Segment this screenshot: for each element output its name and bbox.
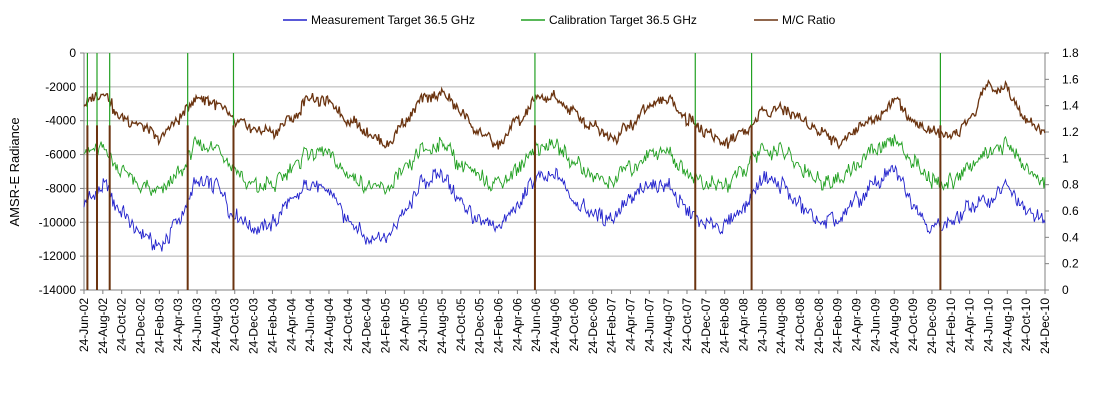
x-tick-label: 24-Jun-03 — [190, 298, 204, 352]
x-tick-label: 24-Apr-04 — [284, 298, 298, 352]
series-line-1 — [83, 134, 1046, 196]
x-tick-label: 24-Oct-02 — [115, 298, 129, 352]
x-tick-label: 24-Aug-10 — [1000, 298, 1014, 354]
y-tick-label: -4000 — [45, 114, 76, 128]
x-tick-label: 24-Apr-09 — [850, 298, 864, 352]
x-tick-label: 24-Aug-07 — [661, 298, 675, 354]
x-tick-label: 24-Dec-03 — [247, 298, 261, 354]
y2-tick-label: 0.8 — [1062, 178, 1079, 192]
y2-tick-label: 1.8 — [1062, 46, 1079, 60]
x-tick-label: 24-Jun-04 — [303, 298, 317, 352]
x-tick-label: 24-Jun-09 — [868, 298, 882, 352]
x-tick-label: 24-Aug-03 — [209, 298, 223, 354]
x-tick-label: 24-Apr-07 — [623, 298, 637, 352]
x-tick-label: 24-Oct-09 — [906, 298, 920, 352]
x-tick-label: 24-Feb-03 — [152, 298, 166, 354]
x-tick-label: 24-Aug-09 — [887, 298, 901, 354]
y-tick-label: -14000 — [39, 283, 77, 297]
left-axis: 0 -2000 -4000 -6000 -8000 -10000 -12000 -14000 — [39, 46, 84, 297]
y-tick-label: -10000 — [39, 215, 77, 229]
x-tick-label: 24-Feb-04 — [265, 298, 279, 354]
x-tick-label: 24-Oct-06 — [567, 298, 581, 352]
y2-tick-label: 0.6 — [1062, 204, 1079, 218]
y2-tick-label: 0 — [1062, 283, 1069, 297]
legend-label: Calibration Target 36.5 GHz — [549, 13, 697, 27]
x-tick-label: 24-Oct-04 — [341, 298, 355, 352]
legend-label: M/C Ratio — [782, 13, 836, 27]
x-tick-label: 24-Apr-08 — [737, 298, 751, 352]
y2-tick-label: 1.6 — [1062, 72, 1079, 86]
x-tick-label: 24-Dec-09 — [925, 298, 939, 354]
y-tick-label: -6000 — [45, 148, 76, 162]
y-tick-label: 0 — [69, 46, 76, 60]
x-tick-label: 24-Apr-03 — [171, 298, 185, 352]
x-axis: 24-Jun-02 24-Aug-02 24-Oct-02 24-Dec-02 24-F… — [77, 290, 1052, 354]
series-layer — [83, 79, 1046, 252]
x-tick-label: 24-Jun-02 — [77, 298, 91, 352]
x-tick-label: 24-Dec-06 — [586, 298, 600, 354]
x-tick-label: 24-Dec-07 — [699, 298, 713, 354]
x-tick-label: 24-Apr-10 — [963, 298, 977, 352]
x-tick-label: 24-Oct-05 — [454, 298, 468, 352]
right-axis: 0 0.2 0.4 0.6 0.8 1 1.2 1.4 1.6 1.8 — [1045, 46, 1079, 297]
x-tick-label: 24-Jun-05 — [416, 298, 430, 352]
x-tick-label: 24-Aug-02 — [96, 298, 110, 354]
spike-layer — [86, 53, 942, 290]
legend-label: Measurement Target 36.5 GHz — [311, 13, 475, 27]
x-tick-label: 24-Aug-08 — [774, 298, 788, 354]
x-tick-label: 24-Feb-09 — [831, 298, 845, 354]
x-tick-label: 24-Dec-10 — [1038, 298, 1052, 354]
x-tick-label: 24-Aug-05 — [435, 298, 449, 354]
x-tick-label: 24-Feb-07 — [605, 298, 619, 354]
x-tick-label: 24-Dec-04 — [360, 298, 374, 354]
y2-tick-label: 1 — [1062, 151, 1069, 165]
x-tick-label: 24-Aug-06 — [548, 298, 562, 354]
x-tick-label: 24-Jun-10 — [981, 298, 995, 352]
x-tick-label: 24-Oct-08 — [793, 298, 807, 352]
x-tick-label: 24-Oct-03 — [228, 298, 242, 352]
y2-tick-label: 1.4 — [1062, 99, 1079, 113]
x-tick-label: 24-Oct-10 — [1019, 298, 1033, 352]
plot-area — [83, 53, 1046, 291]
x-tick-label: 24-Feb-08 — [718, 298, 732, 354]
x-tick-label: 24-Dec-05 — [473, 298, 487, 354]
x-tick-label: 24-Apr-06 — [510, 298, 524, 352]
gridlines — [84, 52, 1045, 257]
y2-tick-label: 0.4 — [1062, 230, 1079, 244]
x-tick-label: 24-Jun-06 — [529, 298, 543, 352]
y-tick-label: -12000 — [39, 249, 77, 263]
x-tick-label: 24-Aug-04 — [322, 298, 336, 354]
x-tick-label: 24-Dec-02 — [134, 298, 148, 354]
y2-tick-label: 0.2 — [1062, 257, 1079, 271]
y2-tick-label: 1.2 — [1062, 125, 1079, 139]
x-tick-label: 24-Dec-08 — [812, 298, 826, 354]
x-tick-label: 24-Oct-07 — [680, 298, 694, 352]
y-tick-label: -2000 — [45, 80, 76, 94]
x-tick-label: 24-Jun-07 — [642, 298, 656, 352]
y-axis-title: AMSR-E Radiance — [7, 117, 22, 226]
series-line-0 — [83, 164, 1046, 252]
x-tick-label: 24-Feb-05 — [378, 298, 392, 354]
x-tick-label: 24-Apr-05 — [397, 298, 411, 352]
x-tick-label: 24-Jun-08 — [755, 298, 769, 352]
legend: Measurement Target 36.5 GHz Calibration T… — [283, 13, 836, 27]
x-tick-label: 24-Feb-06 — [492, 298, 506, 354]
x-tick-label: 24-Feb-10 — [944, 298, 958, 354]
y-tick-label: -8000 — [45, 181, 76, 195]
series-line-2 — [83, 79, 1046, 150]
